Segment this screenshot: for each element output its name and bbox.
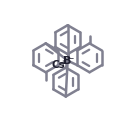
Text: B: B [63, 56, 72, 66]
Text: +: + [59, 59, 65, 68]
Text: Cs: Cs [51, 60, 65, 70]
Text: −: − [67, 54, 74, 63]
